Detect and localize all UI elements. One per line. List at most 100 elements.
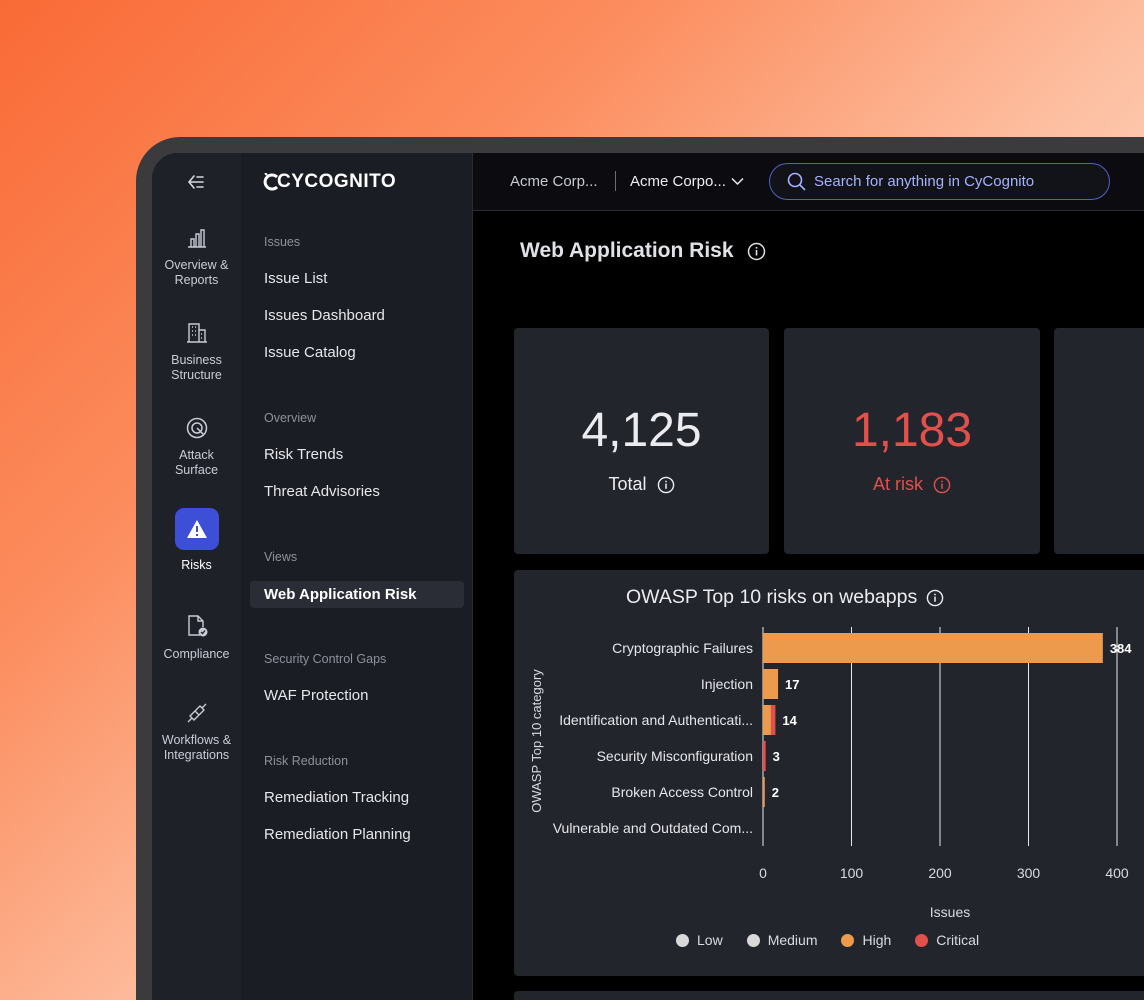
legend-swatch	[746, 933, 760, 947]
info-icon[interactable]	[933, 476, 951, 494]
rail-label: Surface	[174, 463, 219, 477]
x-tick-label: 0	[759, 865, 767, 881]
legend-swatch	[676, 933, 689, 947]
category-label: Identification and Authenticati...	[559, 712, 753, 728]
logo-text: CYCOGNITO	[277, 171, 397, 192]
stat-at-risk-label: At risk	[784, 474, 1040, 495]
rail-label: Overview &	[164, 258, 229, 272]
breadcrumb-suborg-label: Acme Corpo...	[630, 173, 726, 190]
rail-label: Business	[171, 353, 222, 367]
x-tick-label: 200	[928, 865, 952, 881]
breadcrumb-org[interactable]: Acme Corp...	[510, 173, 598, 190]
category-label: Vulnerable and Outdated Com...	[553, 820, 753, 836]
plug-icon	[187, 703, 206, 723]
rail-item-business-structure[interactable]: Business Structure	[152, 321, 241, 383]
x-axis-title: Issues	[930, 904, 970, 920]
global-search[interactable]	[769, 163, 1110, 200]
breadcrumb-suborg-dropdown[interactable]: Acme Corpo...	[630, 173, 744, 190]
stat-card-partial[interactable]	[1054, 328, 1144, 554]
bar-value-label: 14	[782, 713, 797, 728]
rail-label: Structure	[171, 368, 222, 382]
x-tick-label: 300	[1017, 865, 1041, 881]
bar-value-label: 384	[1110, 641, 1132, 656]
rail-label: Workflows &	[161, 733, 232, 747]
legend-item-low[interactable]: Low	[676, 932, 723, 948]
x-tick-label: 400	[1105, 865, 1129, 881]
chevron-down-icon	[731, 177, 744, 186]
bar-high	[763, 669, 779, 699]
nav-section-issues: Issues	[264, 235, 301, 249]
legend-item-critical[interactable]: Critical	[915, 932, 979, 948]
search-input[interactable]	[814, 173, 1094, 190]
rail-label: Compliance	[163, 647, 230, 661]
category-label: Injection	[701, 676, 753, 692]
app-screen: Overview & Reports Business Structure At…	[152, 153, 1144, 1000]
legend-label: Medium	[767, 932, 818, 948]
rail-label: Reports	[174, 273, 219, 287]
page-title: Web Application Risk	[520, 239, 766, 263]
nav-link-remediation-tracking[interactable]: Remediation Tracking	[264, 789, 410, 806]
stat-at-risk-label-text: At risk	[872, 474, 923, 494]
search-icon	[787, 172, 806, 191]
nav-link-web-application-risk[interactable]: Web Application Risk	[250, 581, 464, 608]
bar-high	[763, 705, 771, 735]
logo[interactable]: CYCOGNITO	[263, 171, 396, 193]
nav-section-views: Views	[264, 550, 298, 564]
collapse-menu-icon[interactable]	[183, 171, 209, 193]
rail-item-workflows[interactable]: Workflows & Integrations	[152, 701, 241, 763]
bar-critical	[763, 741, 766, 771]
rail-label: Risks	[181, 558, 212, 572]
category-label: Security Misconfiguration	[597, 748, 753, 764]
risks-badge	[174, 508, 219, 550]
stat-total-label-text: Total	[608, 474, 647, 494]
bar-value-label: 17	[785, 677, 799, 692]
rail-item-overview[interactable]: Overview & Reports	[152, 226, 241, 288]
rail-item-risks[interactable]: Risks	[152, 508, 241, 573]
info-icon[interactable]	[926, 589, 944, 607]
category-label: Broken Access Control	[611, 784, 753, 800]
legend-item-medium[interactable]: Medium	[746, 932, 818, 948]
info-icon[interactable]	[747, 242, 766, 261]
bar-value-label: 3	[773, 749, 780, 764]
legend-swatch	[841, 933, 855, 947]
rail-label: Integrations	[163, 748, 230, 762]
nav-link-waf-protection[interactable]: WAF Protection	[264, 687, 369, 704]
stat-total-value: 4,125	[581, 404, 702, 457]
chart-legend: Low Medium High Critical	[676, 932, 1003, 948]
y-axis-title: OWASP Top 10 category	[529, 669, 544, 813]
rail-item-compliance[interactable]: Compliance	[152, 613, 241, 662]
bar-high	[763, 633, 1103, 663]
nav-link-issue-catalog[interactable]: Issue Catalog	[264, 344, 356, 361]
legend-swatch	[915, 933, 929, 947]
rail-item-attack-surface[interactable]: Attack Surface	[152, 416, 241, 478]
next-card-partial	[514, 991, 1144, 1000]
owasp-bar-chart: 0 100 200 300 400 Cryptographic Failures 384 In…	[529, 627, 1132, 920]
top-header: Acme Corp... Acme Corpo...	[473, 153, 1144, 211]
document-check-icon	[187, 615, 207, 637]
legend-item-high[interactable]: High	[841, 932, 891, 948]
rail-label: Attack	[179, 448, 214, 462]
stat-card-at-risk[interactable]: 1,183 At risk	[784, 328, 1040, 554]
legend-label: Low	[697, 932, 723, 948]
stat-total-label: Total	[514, 474, 769, 495]
legend-label: High	[862, 932, 892, 948]
nav-panel: CYCOGNITO Issues Issue List Issues Dashb…	[241, 153, 473, 1000]
page-title-text: Web Application Risk	[520, 239, 734, 262]
nav-link-issues-dashboard[interactable]: Issues Dashboard	[264, 307, 385, 324]
icon-rail: Overview & Reports Business Structure At…	[152, 153, 241, 1000]
nav-link-risk-trends[interactable]: Risk Trends	[264, 446, 344, 463]
category-label: Cryptographic Failures	[612, 640, 753, 656]
chart-title: OWASP Top 10 risks on webapps	[626, 586, 944, 609]
bar-chart-icon	[187, 229, 206, 248]
x-tick-label: 100	[840, 865, 864, 881]
nav-link-issue-list[interactable]: Issue List	[264, 270, 328, 287]
stat-at-risk-value: 1,183	[851, 404, 973, 457]
stat-card-total[interactable]: 4,125 Total	[514, 328, 769, 554]
bar-critical	[770, 705, 776, 735]
chart-title-text: OWASP Top 10 risks on webapps	[626, 586, 918, 608]
nav-link-threat-advisories[interactable]: Threat Advisories	[264, 483, 380, 500]
nav-link-remediation-planning[interactable]: Remediation Planning	[264, 826, 411, 843]
info-icon[interactable]	[657, 476, 675, 494]
building-icon	[186, 323, 207, 343]
logo-mark-icon	[263, 173, 279, 191]
